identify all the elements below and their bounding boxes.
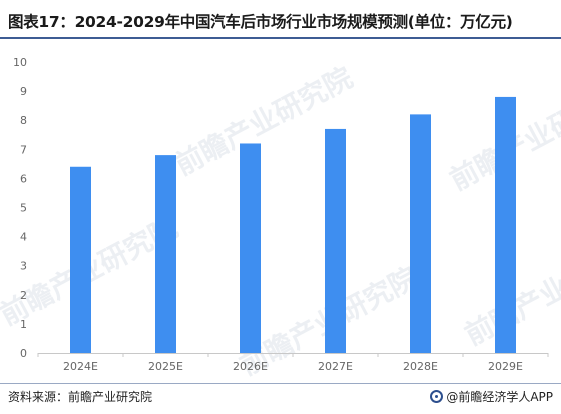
- x-tick-label: 2029E: [488, 360, 523, 373]
- bar: [70, 166, 91, 353]
- y-tick-label: 3: [20, 260, 27, 273]
- bar: [155, 155, 176, 353]
- y-tick-label: 9: [20, 85, 27, 98]
- y-tick-label: 6: [20, 172, 27, 185]
- brand-credit: @前瞻经济学人APP: [430, 388, 553, 405]
- x-tick-label: 2028E: [403, 360, 438, 373]
- y-tick-label: 7: [20, 143, 27, 156]
- brand-text: @前瞻经济学人APP: [446, 390, 553, 404]
- y-tick-label: 1: [20, 318, 27, 331]
- brand-logo-icon: [430, 390, 444, 403]
- bar: [495, 96, 516, 354]
- y-tick-label: 8: [20, 114, 27, 127]
- x-tick-label: 2027E: [318, 360, 353, 373]
- source-note: 资料来源：前瞻产业研究院: [8, 390, 153, 404]
- footer-divider: [0, 383, 561, 384]
- bar: [325, 128, 346, 353]
- y-tick-label: 2: [20, 289, 27, 302]
- y-tick-label: 0: [20, 347, 27, 360]
- x-tick-label: 2024E: [63, 360, 98, 373]
- chart-title: 图表17：2024-2029年中国汽车后市场行业市场规模预测(单位：万亿元): [8, 13, 513, 31]
- bar: [240, 143, 261, 353]
- x-tick-label: 2025E: [148, 360, 183, 373]
- y-tick-label: 10: [13, 56, 27, 69]
- y-tick-label: 5: [20, 202, 27, 215]
- bar: [410, 114, 431, 353]
- x-tick-label: 2026E: [233, 360, 268, 373]
- y-tick-label: 4: [20, 231, 27, 244]
- title-divider: [0, 37, 561, 39]
